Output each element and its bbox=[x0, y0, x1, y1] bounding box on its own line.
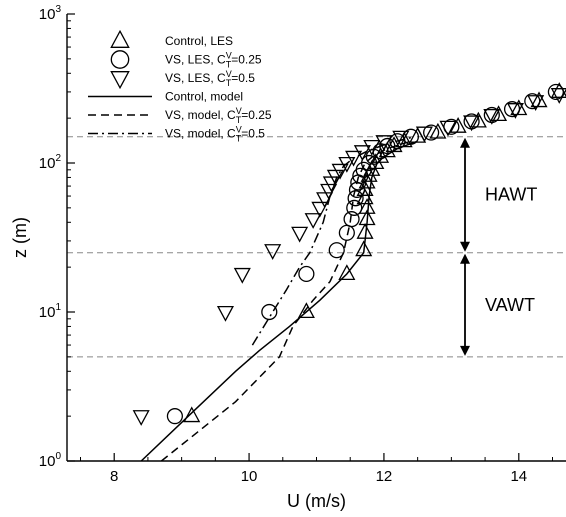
legend-item-5: VS, model, CV T=0.5 bbox=[88, 125, 265, 144]
data-point-0-13 bbox=[372, 147, 390, 163]
legend-label-4: VS, model, CV T=0.25 bbox=[165, 106, 272, 125]
data-point-2-17 bbox=[392, 130, 410, 147]
data-point-2-24 bbox=[550, 88, 566, 104]
legend-label-0: Control, LES bbox=[165, 34, 233, 48]
hawt-label: HAWT bbox=[485, 185, 537, 205]
vawt-label: VAWT bbox=[485, 295, 535, 315]
data-point-1-4 bbox=[338, 224, 355, 241]
data-point-0-18 bbox=[429, 122, 447, 139]
data-point-0-2 bbox=[338, 264, 356, 281]
series-2 bbox=[132, 88, 566, 426]
data-point-2-22 bbox=[506, 103, 524, 119]
data-point-2-18 bbox=[415, 126, 433, 143]
data-point-2-21 bbox=[483, 108, 501, 125]
data-point-2-14 bbox=[353, 145, 371, 161]
data-point-1-3 bbox=[328, 242, 345, 259]
y-tick-label: 102 bbox=[39, 153, 62, 172]
legend-item-0: Control, LES bbox=[110, 29, 233, 48]
y-tick-label: 100 bbox=[39, 451, 62, 470]
data-point-2-23 bbox=[527, 95, 545, 111]
legend-item-4: VS, model, CV T=0.25 bbox=[88, 106, 272, 125]
reference-lines bbox=[67, 136, 566, 358]
data-point-2-16 bbox=[375, 135, 393, 151]
data-point-2-2 bbox=[233, 267, 251, 284]
legend-label-2: VS, LES, CV T=0.5 bbox=[165, 69, 255, 88]
data-point-0-23 bbox=[530, 91, 548, 108]
data-point-1-18 bbox=[423, 124, 440, 141]
x-tick-label: 8 bbox=[110, 468, 118, 485]
data-point-2-1 bbox=[216, 305, 234, 322]
data-point-0-21 bbox=[490, 105, 508, 122]
data-point-2-12 bbox=[338, 156, 356, 173]
data-point-0-22 bbox=[510, 99, 528, 116]
legend-item-2: VS, LES, CV T=0.5 bbox=[110, 69, 255, 90]
series-layer bbox=[132, 82, 566, 461]
data-point-0-19 bbox=[449, 117, 467, 133]
data-point-2-13 bbox=[345, 150, 363, 167]
data-point-2-4 bbox=[291, 226, 309, 243]
series-5 bbox=[251, 136, 412, 346]
series-line-4 bbox=[160, 140, 412, 461]
data-point-2-20 bbox=[463, 115, 481, 132]
vawt-label-arrow bbox=[460, 253, 470, 356]
series-line-3 bbox=[140, 140, 418, 461]
data-point-0-20 bbox=[469, 111, 487, 128]
data-point-2-3 bbox=[264, 244, 282, 260]
x-tick-label: 14 bbox=[510, 468, 527, 485]
series-4 bbox=[160, 140, 412, 461]
data-point-2-15 bbox=[363, 139, 381, 156]
data-point-0-3 bbox=[355, 240, 373, 257]
data-point-1-2 bbox=[298, 265, 315, 283]
legend-label-1: VS, LES, CV T=0.25 bbox=[165, 51, 262, 70]
legend-label-3: Control, model bbox=[165, 90, 243, 104]
data-point-1-0 bbox=[166, 408, 183, 425]
data-point-1-6 bbox=[346, 199, 363, 216]
data-point-2-11 bbox=[331, 163, 349, 180]
data-point-1-5 bbox=[343, 211, 360, 228]
hawt-label-arrow bbox=[460, 137, 470, 252]
data-point-2-5 bbox=[304, 213, 322, 229]
data-point-1-1 bbox=[261, 303, 278, 321]
axes: 8 10 12 14 100 101 102 103 U (m/s) z (m) bbox=[10, 4, 566, 511]
legend-item-1: VS, LES, CV T=0.25 bbox=[110, 50, 262, 70]
y-tick-label: 103 bbox=[39, 4, 62, 23]
data-point-2-6 bbox=[311, 201, 329, 218]
data-point-0-1 bbox=[297, 302, 315, 319]
x-tick-label: 12 bbox=[376, 468, 393, 485]
data-point-2-0 bbox=[132, 410, 150, 426]
data-point-1-24 bbox=[547, 83, 564, 100]
legend-label-5: VS, model, CV T=0.5 bbox=[165, 125, 265, 144]
series-3 bbox=[140, 140, 418, 461]
x-tick-label: 10 bbox=[241, 468, 258, 485]
y-tick-label: 101 bbox=[39, 302, 62, 321]
data-point-2-19 bbox=[439, 120, 457, 137]
legend-marker-1 bbox=[110, 50, 130, 69]
x-axis-title: U (m/s) bbox=[287, 491, 346, 511]
series-line-5 bbox=[251, 136, 412, 346]
legend-marker-2 bbox=[110, 71, 130, 90]
data-point-0-0 bbox=[183, 406, 201, 423]
y-axis-title: z (m) bbox=[10, 217, 30, 258]
legend-item-3: Control, model bbox=[88, 90, 243, 104]
legend-marker-0 bbox=[110, 29, 130, 48]
annotations: HAWT VAWT bbox=[460, 137, 537, 356]
